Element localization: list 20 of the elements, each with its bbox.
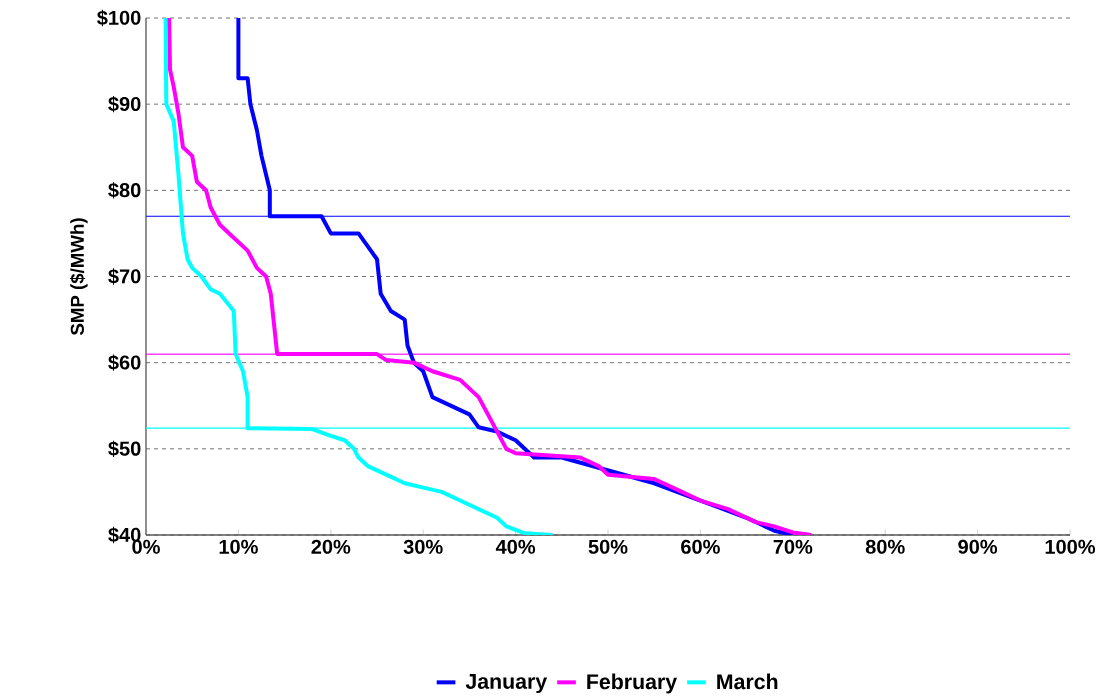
x-tick-label: 20% bbox=[311, 539, 351, 554]
x-tick-label: 10% bbox=[219, 539, 258, 554]
legend-label: March bbox=[717, 673, 778, 690]
y-tick-label: $50 bbox=[108, 440, 141, 457]
x-tick-label: 80% bbox=[865, 539, 905, 554]
y-axis-title: SMP ($/MWh) bbox=[69, 218, 88, 336]
x-tick-label: 50% bbox=[588, 539, 628, 554]
y-tick-label: $70 bbox=[108, 268, 141, 285]
y-tick-label: $100 bbox=[97, 9, 141, 27]
x-tick-label: 30% bbox=[403, 539, 443, 554]
y-tick-label: $80 bbox=[108, 182, 141, 199]
legend-label: February bbox=[587, 673, 678, 694]
x-tick-label: 100% bbox=[1045, 539, 1096, 554]
x-tick-label: 70% bbox=[773, 539, 813, 554]
legend-label: January bbox=[465, 674, 548, 694]
y-tick-label: $60 bbox=[108, 354, 141, 371]
x-tick-label: 60% bbox=[681, 539, 720, 554]
x-tick-label: 90% bbox=[958, 539, 998, 554]
x-tick-label: 40% bbox=[495, 539, 536, 554]
y-tick-label: $90 bbox=[108, 96, 141, 113]
